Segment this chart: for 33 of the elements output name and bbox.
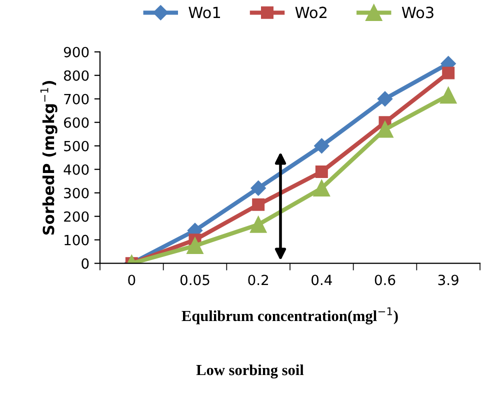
y-tick-label: 100 (64, 234, 89, 246)
x-tick-label: 0.4 (312, 274, 332, 286)
x-tick-label: 0.6 (374, 274, 396, 286)
x-axis-title: Equlibrum concentration(mgl$^{−1}$) (182, 307, 398, 324)
y-tick-label: 900 (64, 46, 89, 58)
point (314, 138, 330, 154)
point (377, 91, 393, 106)
legend-label: Wo1 (188, 6, 220, 18)
y-tick-label: 300 (64, 188, 89, 198)
y-tick-label: 700 (64, 94, 89, 104)
y-tick-label: 200 (64, 211, 89, 222)
x-tick-label: 0.05 (180, 274, 210, 286)
y-tick-label: 500 (64, 140, 89, 152)
y-tick-label: 600 (64, 117, 89, 128)
legend-label: Wo2 (295, 6, 326, 18)
point (442, 66, 455, 80)
y-tick-label: 400 (64, 164, 89, 175)
y-tick-label: 800 (64, 70, 89, 81)
point (315, 165, 328, 178)
point (250, 180, 266, 196)
point (313, 180, 330, 196)
point (186, 237, 204, 254)
legend-label: Wo3 (402, 6, 434, 18)
point (250, 216, 267, 233)
x-tick-label: 0.2 (248, 274, 268, 286)
x-tick-label: 3.9 (438, 274, 458, 286)
point (440, 87, 457, 104)
point (252, 198, 265, 211)
text: Low sorbing soil (196, 364, 304, 378)
y-axis-title: SorbedP (mgkg$^{−1}$) (40, 80, 58, 235)
y-tick-label: 0 (82, 258, 89, 269)
point (376, 121, 394, 138)
x-tick-label: 0 (128, 274, 136, 286)
